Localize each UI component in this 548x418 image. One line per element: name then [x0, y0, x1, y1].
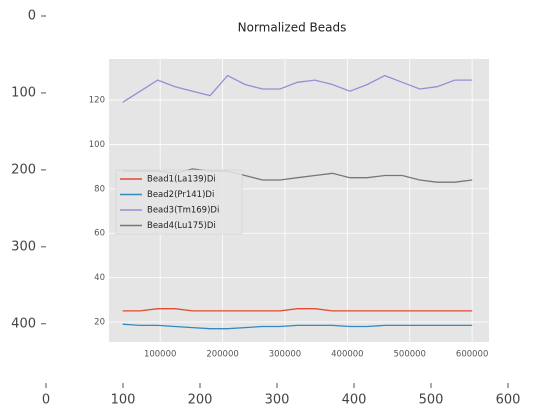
- legend-label: Bead2(Pr141)Di: [147, 190, 214, 200]
- x-tick-label: 100000: [144, 350, 176, 360]
- chart-title: Normalized Beads: [238, 21, 347, 35]
- series-line: [122, 308, 473, 312]
- x-tick-label: 600000: [456, 350, 488, 360]
- y-tick-label: 80: [94, 184, 105, 194]
- x-tick-label: 400000: [331, 350, 363, 360]
- y-tick-label: 400: [11, 316, 36, 331]
- legend-label: Bead1(La139)Di: [147, 175, 216, 185]
- legend-box: [115, 169, 243, 235]
- x-tick-label: 200: [188, 393, 213, 408]
- y-tick-label: 100: [11, 85, 36, 100]
- x-tick-label: 200000: [206, 350, 238, 360]
- series-line: [122, 74, 473, 103]
- y-tick-label: 60: [94, 229, 105, 239]
- series-line: [122, 323, 473, 330]
- x-tick-label: 400: [342, 393, 367, 408]
- x-tick-label: 600: [496, 393, 521, 408]
- y-tick-label: 20: [94, 318, 105, 328]
- legend-label: Bead4(Lu175)Di: [147, 221, 216, 231]
- y-tick-label: 300: [11, 239, 36, 254]
- x-tick-label: 500000: [394, 350, 426, 360]
- x-tick-label: 0: [42, 393, 50, 408]
- x-tick-label: 100: [111, 393, 136, 408]
- y-tick-label: 40: [94, 273, 105, 283]
- x-tick-label: 300000: [269, 350, 301, 360]
- y-tick-label: 100: [89, 140, 105, 150]
- legend-label: Bead3(Tm169)Di: [147, 206, 219, 216]
- y-tick-label: 200: [11, 162, 36, 177]
- x-tick-label: 500: [419, 393, 444, 408]
- y-tick-label: 0: [28, 9, 36, 24]
- x-tick-label: 300: [265, 393, 290, 408]
- y-tick-label: 120: [89, 96, 105, 106]
